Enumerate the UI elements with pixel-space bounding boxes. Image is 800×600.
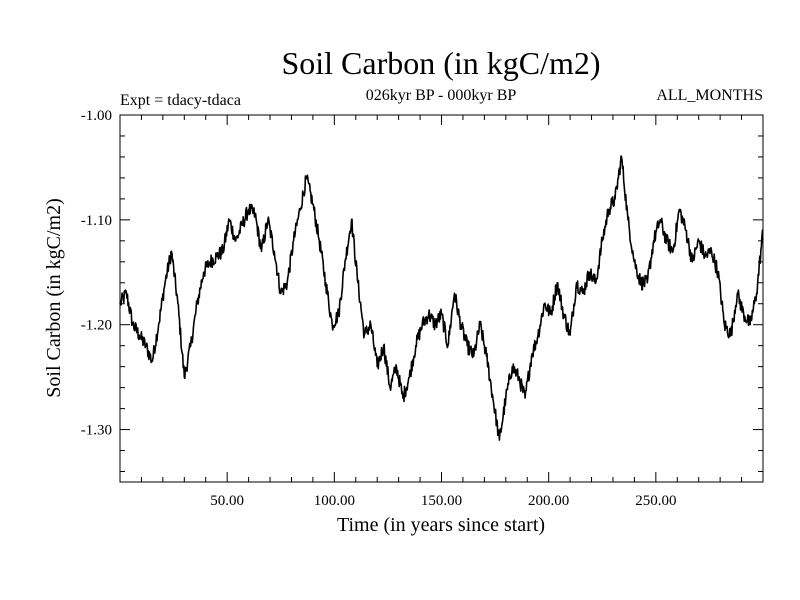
y-axis-label: Soil Carbon (in kgC/m2) (43, 198, 65, 397)
axis-ticks (120, 115, 763, 482)
x-tick-label: 200.00 (528, 493, 569, 509)
y-tick-label: -1.30 (81, 423, 112, 439)
chart-title: Soil Carbon (in kgC/m2) (281, 45, 600, 81)
series-line (119, 155, 764, 441)
y-tick-label: -1.00 (81, 108, 112, 124)
y-tick-label: -1.20 (81, 318, 112, 334)
x-tick-label: 150.00 (421, 493, 462, 509)
plot-frame (119, 114, 764, 483)
x-tick-label: 50.00 (210, 493, 244, 509)
x-axis-label: Time (in years since start) (337, 514, 545, 536)
x-tick-label: 100.00 (314, 493, 355, 509)
experiment-annotation: Expt = tdacy-tdaca (120, 92, 241, 109)
chart-subtitle: 026kyr BP - 000kyr BP (366, 87, 517, 104)
months-annotation: ALL_MONTHS (656, 87, 763, 104)
y-tick-label: -1.10 (81, 213, 112, 229)
axis-tick-labels: 50.00 100.00 150.00 200.00 250.00 -1.00 -1.10 -… (81, 108, 677, 509)
x-tick-label: 250.00 (635, 493, 676, 509)
data-series (119, 155, 764, 441)
